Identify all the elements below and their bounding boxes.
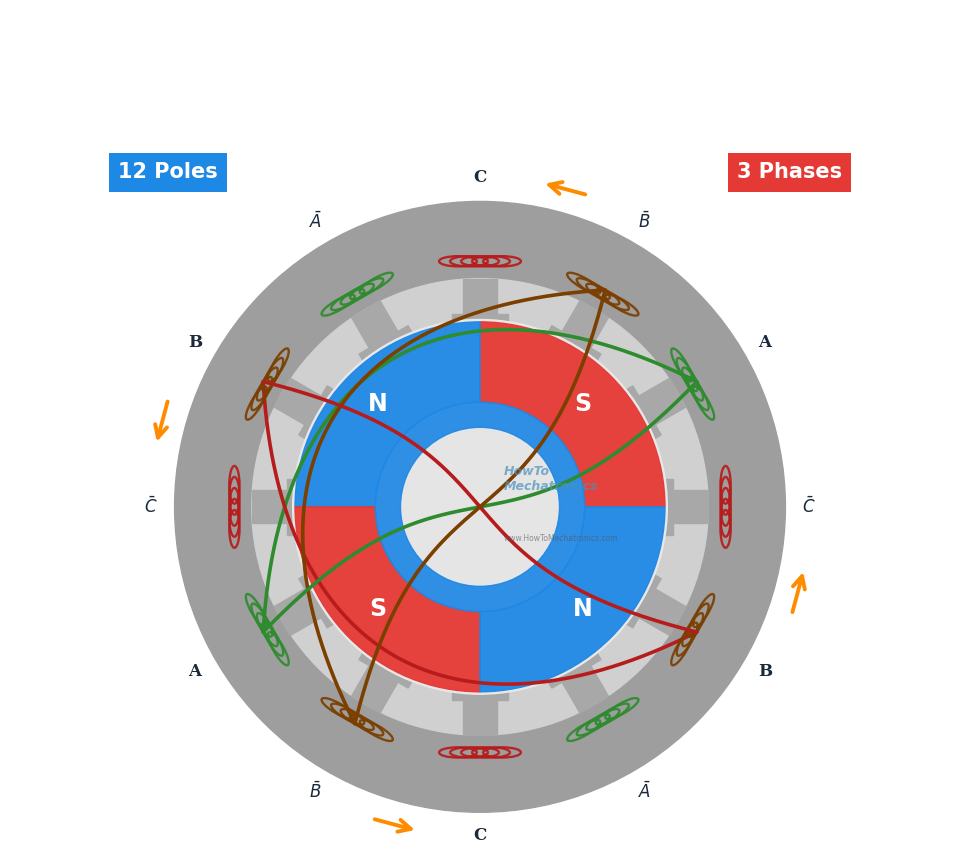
Polygon shape (543, 644, 601, 688)
Text: 3 Phases: 3 Phases (737, 163, 842, 183)
Polygon shape (563, 665, 609, 713)
Polygon shape (673, 490, 708, 523)
Text: www.HowToMechatronics.com: www.HowToMechatronics.com (504, 534, 618, 543)
Wedge shape (375, 402, 585, 612)
Text: A: A (758, 334, 772, 351)
Text: C: C (473, 170, 487, 186)
Text: Brushless DC Motor Working Principle: Brushless DC Motor Working Principle (168, 35, 792, 64)
Text: S: S (369, 597, 386, 621)
Text: HowTo
Mechatronics: HowTo Mechatronics (504, 465, 598, 493)
Polygon shape (359, 644, 417, 688)
Polygon shape (464, 700, 496, 735)
Polygon shape (351, 301, 397, 348)
Polygon shape (563, 301, 609, 348)
Polygon shape (464, 279, 496, 314)
Circle shape (293, 319, 667, 695)
Text: $\bar{C}$: $\bar{C}$ (144, 497, 157, 517)
Polygon shape (618, 386, 661, 444)
Polygon shape (618, 570, 661, 628)
Polygon shape (638, 589, 686, 635)
Text: N: N (572, 597, 592, 621)
Polygon shape (543, 325, 601, 369)
Polygon shape (287, 478, 304, 535)
Polygon shape (299, 570, 342, 628)
Polygon shape (656, 478, 673, 535)
Polygon shape (638, 378, 686, 425)
Polygon shape (359, 325, 417, 369)
Text: S: S (574, 393, 591, 416)
Text: N: N (368, 393, 388, 416)
Text: $\bar{A}$: $\bar{A}$ (638, 782, 651, 802)
Circle shape (252, 279, 708, 735)
Circle shape (175, 202, 785, 812)
Polygon shape (252, 490, 287, 523)
Text: B: B (188, 334, 203, 351)
Wedge shape (295, 322, 480, 507)
Text: $\bar{A}$: $\bar{A}$ (309, 212, 322, 232)
Text: $\bar{C}$: $\bar{C}$ (803, 497, 816, 517)
Text: $\bar{B}$: $\bar{B}$ (638, 212, 651, 232)
Polygon shape (451, 314, 509, 331)
Polygon shape (451, 682, 509, 700)
Wedge shape (295, 507, 480, 692)
Text: A: A (188, 663, 202, 680)
Text: $\bar{B}$: $\bar{B}$ (309, 782, 322, 802)
Text: C: C (473, 828, 487, 844)
Text: 12 Poles: 12 Poles (118, 163, 218, 183)
Polygon shape (274, 378, 322, 425)
Polygon shape (299, 386, 342, 444)
Text: B: B (757, 663, 772, 680)
Polygon shape (351, 665, 397, 713)
Circle shape (403, 430, 557, 584)
Wedge shape (480, 322, 665, 507)
Wedge shape (480, 507, 665, 692)
Polygon shape (274, 589, 322, 635)
